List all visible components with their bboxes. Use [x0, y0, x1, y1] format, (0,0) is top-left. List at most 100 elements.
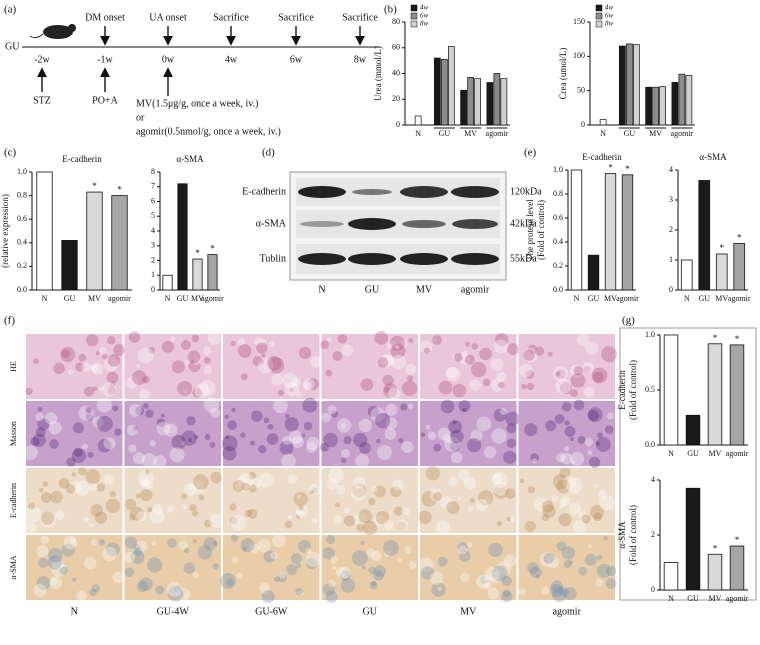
tissue-texture — [506, 516, 512, 522]
tissue-texture — [467, 541, 473, 548]
tissue-texture — [261, 353, 266, 358]
bar — [685, 75, 693, 126]
event-label: STZ — [33, 95, 51, 106]
treatment-label: agomir(0.5nmol/g, once a week, iv.) — [136, 126, 281, 137]
tissue-texture — [135, 406, 145, 416]
y-tick-label: 0 — [581, 120, 585, 129]
tissue-texture — [605, 425, 614, 434]
event-label: Sacrifice — [278, 12, 314, 23]
tissue-texture — [287, 474, 298, 484]
tissue-texture — [107, 336, 116, 345]
tissue-texture — [260, 338, 267, 346]
y-axis-label: E-cadherin — [617, 370, 627, 410]
tissue-texture — [401, 441, 414, 454]
tissue-texture — [447, 476, 458, 487]
tissue-texture — [174, 585, 182, 593]
y-tick-label: 8 — [151, 167, 155, 176]
tissue-texture — [306, 436, 320, 450]
tissue-texture — [263, 417, 270, 424]
tissue-texture — [437, 556, 448, 567]
tissue-texture — [526, 382, 535, 391]
band — [451, 186, 499, 198]
tissue-texture — [427, 431, 437, 441]
bar — [733, 243, 746, 291]
tissue-texture — [498, 381, 505, 389]
tissue-texture — [535, 574, 540, 579]
tissue-texture — [584, 437, 594, 447]
tissue-texture — [325, 534, 336, 545]
tissue-texture — [569, 560, 574, 565]
tissue-texture — [309, 355, 322, 368]
y-tick-label: 1 — [151, 270, 155, 279]
tissue-texture — [220, 573, 236, 589]
panel-label: (a) — [4, 4, 17, 16]
tissue-texture — [85, 469, 101, 484]
y-tick-label: 40 — [392, 68, 400, 77]
tissue-texture — [282, 435, 292, 445]
tissue-texture — [105, 542, 120, 557]
tissue-texture — [58, 477, 70, 489]
x-tick-label: MV — [709, 449, 722, 458]
tissue-texture — [573, 399, 585, 411]
tissue-texture — [595, 578, 604, 587]
tissue-texture — [496, 372, 507, 383]
tissue-texture — [391, 354, 407, 370]
tissue-texture — [273, 576, 280, 583]
column-label: GU — [363, 606, 378, 617]
tissue-texture — [222, 446, 237, 461]
tissue-texture — [527, 344, 538, 354]
tissue-texture — [149, 440, 156, 447]
tissue-texture — [22, 445, 38, 461]
y-tick-label: 7 — [151, 182, 155, 191]
tissue-texture — [457, 496, 462, 501]
significance-mark: * — [117, 185, 122, 195]
tissue-texture — [437, 427, 451, 441]
tissue-texture — [541, 586, 550, 595]
tissue-texture — [303, 378, 315, 391]
tissue-texture — [331, 410, 339, 418]
tissue-texture — [343, 515, 355, 527]
tissue-texture — [71, 472, 77, 477]
bar — [414, 115, 422, 126]
tissue-texture — [377, 357, 389, 368]
y-tick-label: 0.4 — [17, 238, 27, 247]
y-tick-label: 4 — [669, 165, 673, 174]
tissue-texture — [295, 514, 301, 519]
tissue-texture — [130, 550, 145, 564]
bar — [633, 44, 640, 126]
tissue-texture — [482, 378, 491, 387]
tissue-texture — [338, 566, 351, 579]
bar — [619, 45, 626, 126]
bar — [207, 254, 218, 291]
tissue-texture — [112, 571, 124, 583]
tissue-texture — [444, 436, 460, 452]
tissue-texture — [438, 380, 453, 395]
tissue-texture — [69, 537, 76, 545]
tissue-texture — [533, 497, 549, 512]
tissue-texture — [495, 333, 509, 347]
tissue-texture — [167, 585, 184, 602]
y-tick-label: 0.5 — [645, 385, 655, 394]
tissue-texture — [177, 380, 193, 396]
tissue-texture — [373, 565, 386, 578]
bar — [604, 173, 617, 291]
timeline: GU -2w -1w 0w 4w 6w 8w DM onset UA onset… — [5, 12, 380, 137]
y-tick-label: 2 — [651, 530, 655, 539]
tissue-texture — [382, 354, 394, 366]
micrograph — [321, 334, 418, 399]
tissue-texture — [558, 513, 572, 527]
tissue-texture — [142, 375, 150, 384]
x-tick-label: agomir — [486, 129, 509, 138]
tissue-texture — [463, 477, 477, 490]
tissue-texture — [251, 410, 263, 422]
tissue-texture — [593, 483, 598, 488]
tissue-texture — [396, 521, 406, 531]
tissue-texture — [398, 437, 404, 444]
tissue-texture — [192, 571, 200, 579]
tissue-texture — [465, 341, 471, 347]
tissue-texture — [385, 417, 398, 430]
tissue-texture — [171, 360, 185, 374]
tissue-texture — [208, 513, 224, 529]
tissue-texture — [583, 365, 591, 373]
tissue-texture — [181, 430, 197, 446]
